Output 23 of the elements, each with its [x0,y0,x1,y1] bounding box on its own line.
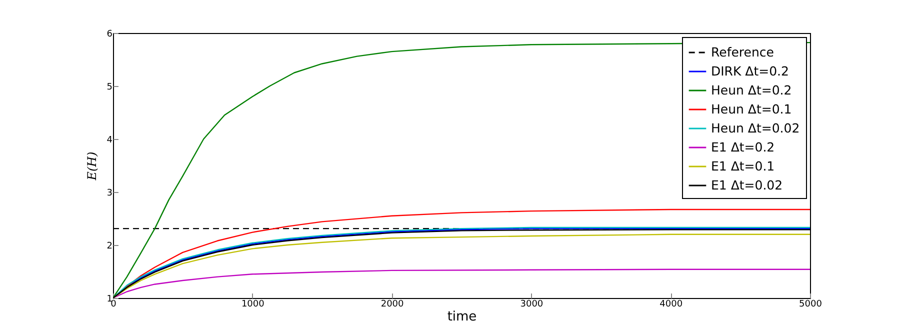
legend-label: Heun Δt=0.1 [711,102,792,116]
y-axis-title: E(H) [84,151,99,182]
y-tick-label: 6 [106,30,113,40]
legend-label: E1 Δt=0.1 [711,158,775,174]
legend-label: E1 Δt=0.2 [711,140,775,154]
x-tick-label: 0 [110,300,117,310]
y-tick-label: 2 [106,242,112,252]
x-tick-label: 3000 [520,300,544,310]
y-tick-label: 3 [106,188,112,198]
legend-label: Reference [711,44,774,60]
y-tick-label: 4 [106,136,113,146]
x-tick-label: 1000 [241,300,265,310]
x-tick-label: 5000 [799,300,822,310]
y-tick-label: 1 [106,294,112,304]
y-tick-label: 5 [106,82,112,92]
legend-label: E1 Δt=0.02 [711,178,783,192]
x-tick-label: 2000 [380,300,404,310]
x-tick-label: 4000 [660,300,683,310]
x-axis-title: time [447,310,477,324]
legend-label: DIRK Δt=0.2 [711,64,789,78]
line-series [113,268,810,298]
legend-label: Heun Δt=0.2 [711,82,792,98]
legend-label: Heun Δt=0.02 [711,120,800,136]
